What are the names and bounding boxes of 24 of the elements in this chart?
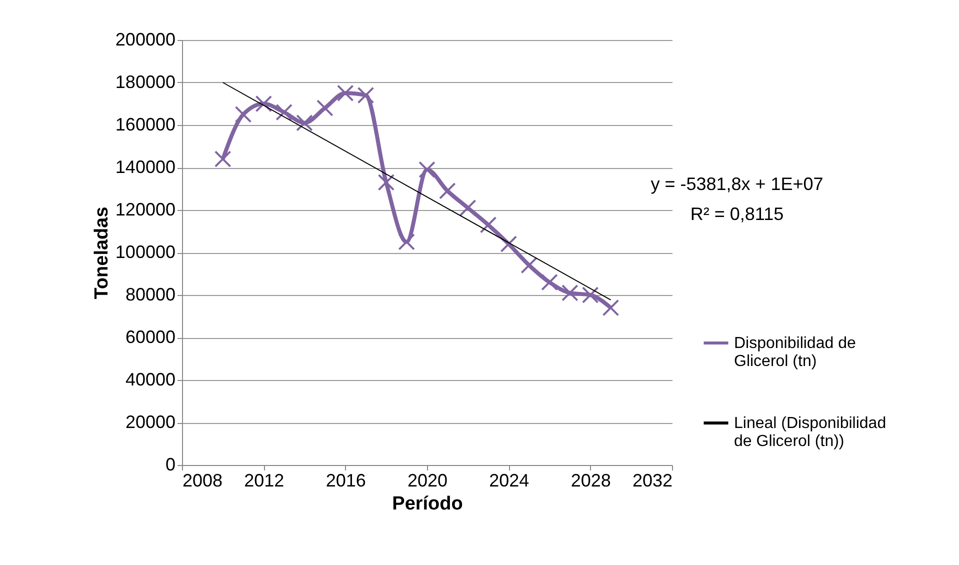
y-tick-label: 80000 (125, 284, 176, 304)
y-tick-label: 140000 (115, 157, 176, 177)
x-tick-label: 2024 (489, 470, 530, 490)
y-tick-label: 120000 (115, 200, 176, 220)
x-tick-label: 2012 (244, 470, 284, 490)
x-tick-label: 2016 (326, 470, 366, 490)
y-tick-label: 20000 (125, 412, 176, 432)
x-tick-label: 2028 (570, 470, 611, 490)
annotation: y = -5381,8x + 1E+07 (650, 174, 824, 194)
legend-label: Lineal (Disponibilidad de Glicerol (tn)) (734, 415, 886, 450)
y-tick-label: 180000 (115, 72, 176, 92)
x-tick-label: 2020 (407, 470, 448, 490)
x-tick-label: 2032 (632, 470, 672, 490)
x-axis-title: Período (392, 494, 463, 514)
y-tick-label: 0 (165, 454, 176, 474)
x-tick-label: 2008 (182, 470, 223, 490)
text: R² = 0,8115 (690, 204, 784, 224)
y-tick-label: 100000 (115, 242, 176, 262)
y-axis-title: Toneladas (91, 206, 112, 300)
y-tick-label: 60000 (125, 327, 176, 347)
y-tick-label: 40000 (125, 370, 176, 390)
y-tick-label: 160000 (115, 114, 176, 134)
y-tick-label: 200000 (115, 30, 176, 50)
legend-label: Disponibilidad de Glicerol (tn) (734, 335, 856, 370)
